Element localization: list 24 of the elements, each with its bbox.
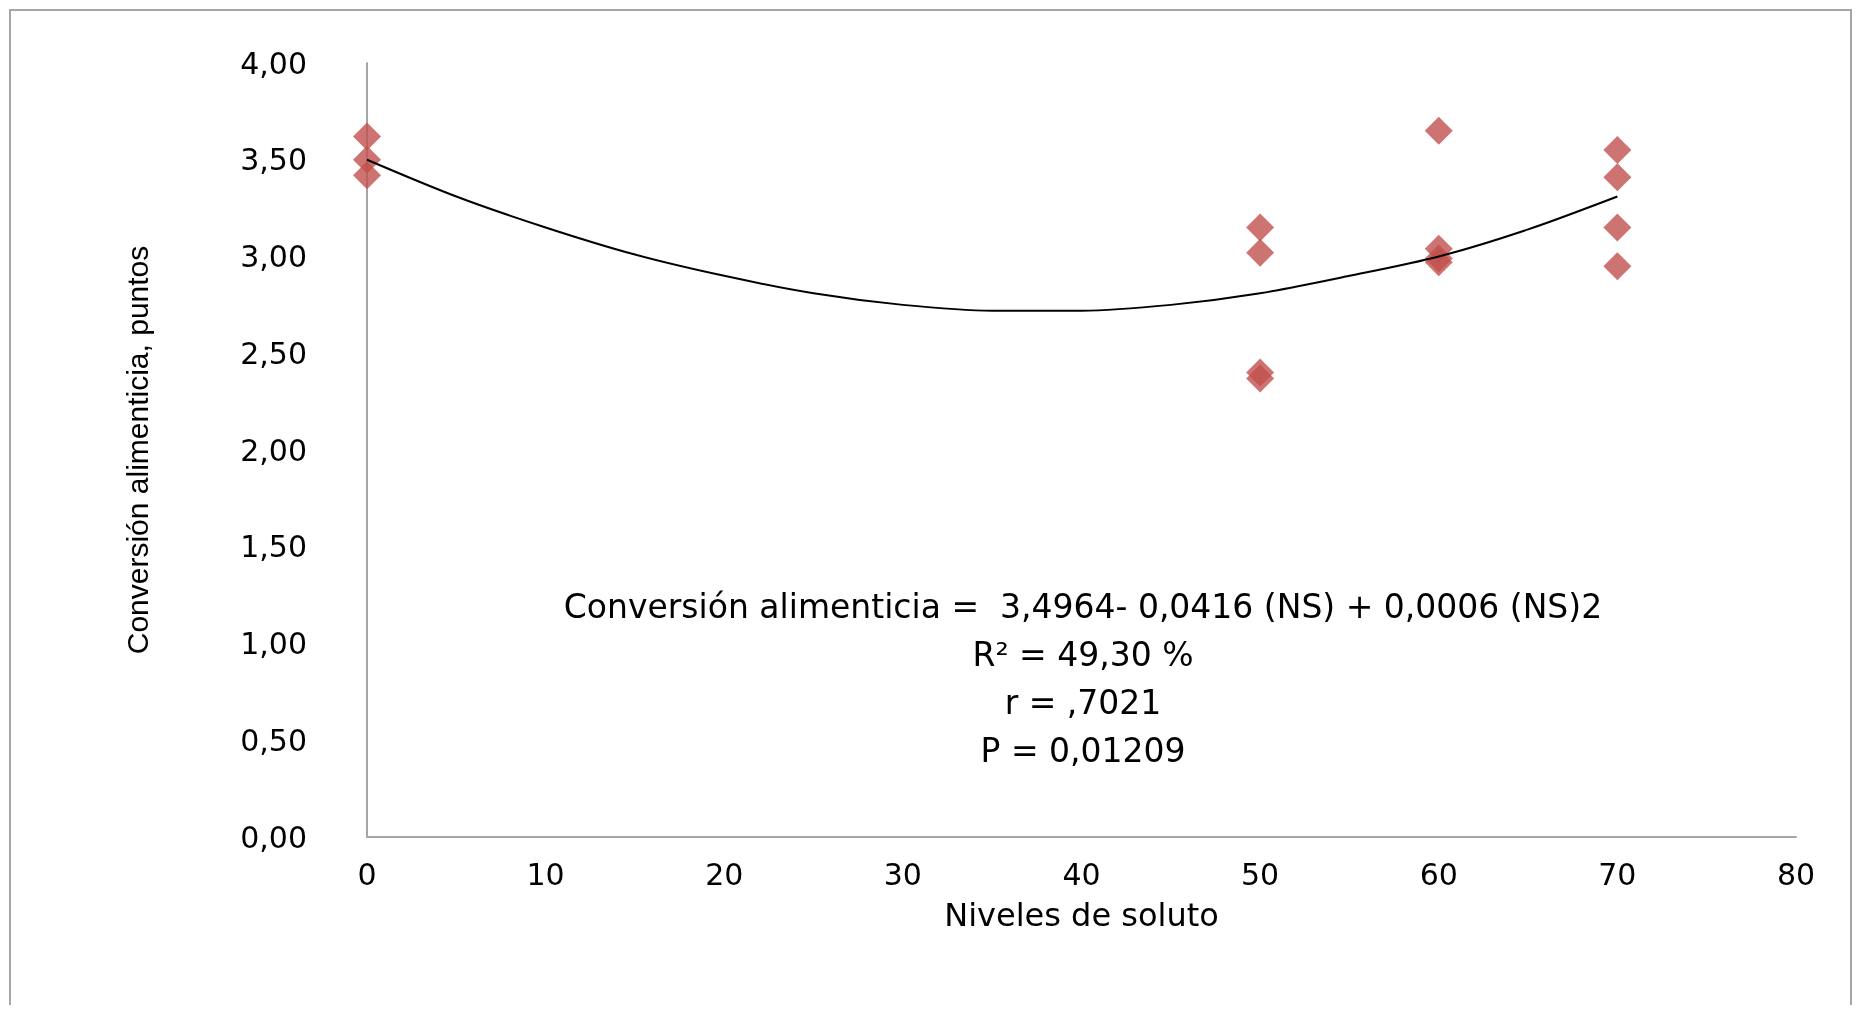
x-tick-label: 60	[1419, 856, 1458, 892]
annotation: P = 0,01209	[980, 730, 1186, 770]
annotation: Conversión alimenticia = 3,4964- 0,0416 (NS) + 0,0006 (NS)2	[563, 586, 1603, 626]
annotation: R² = 49,30 %	[972, 634, 1194, 674]
x-tick-label: 0	[357, 856, 377, 892]
y-tick-label: 4,00	[240, 45, 307, 81]
x-tick-label: 80	[1776, 856, 1816, 892]
y-tick-label: 1,00	[240, 626, 307, 661]
x-tick-label: 40	[1062, 856, 1101, 892]
y-tick-label: 0,00	[240, 819, 307, 855]
y-tick-label: 1,50	[240, 529, 307, 565]
y-tick-label: 3,50	[240, 142, 307, 178]
y-tick-label: 2,50	[240, 335, 307, 371]
x-axis-title: Niveles de soluto	[944, 896, 1219, 934]
x-tick-label: 70	[1598, 856, 1637, 892]
y-tick-label: 0,50	[240, 722, 307, 758]
x-tick-label: 10	[526, 856, 565, 892]
x-tick-label: 50	[1241, 856, 1280, 892]
x-tick-label: 20	[705, 856, 744, 892]
annotation: r = ,7021	[1004, 682, 1162, 722]
y-tick-label: 3,00	[240, 239, 307, 274]
y-axis-title: Conversión alimenticia, puntos	[120, 245, 154, 655]
x-tick-label: 30	[883, 856, 922, 892]
y-tick-label: 2,00	[240, 432, 307, 468]
